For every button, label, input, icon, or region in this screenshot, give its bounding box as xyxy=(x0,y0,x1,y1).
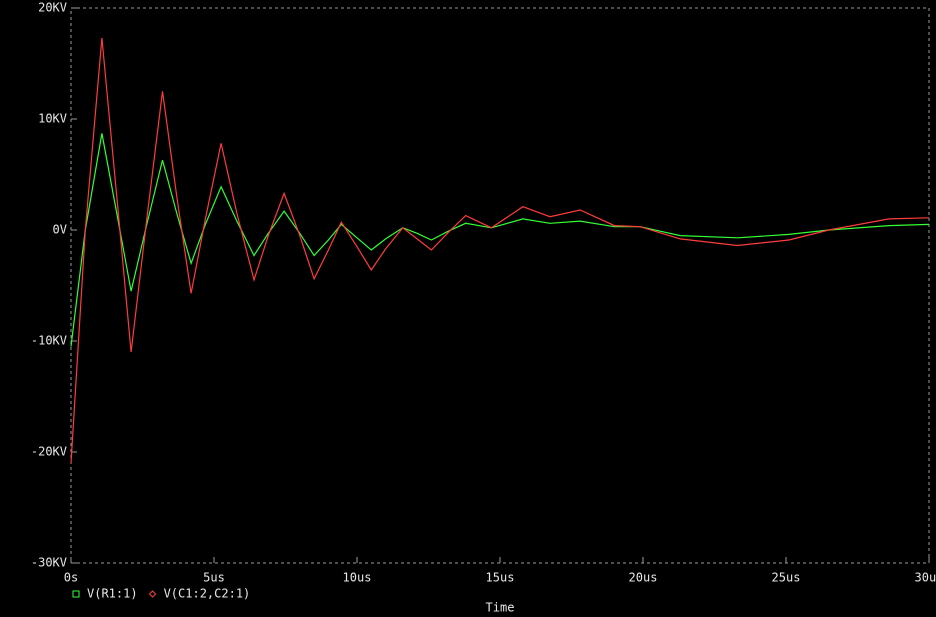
y-tick-label: -10KV xyxy=(31,334,67,348)
y-tick-label: -30KV xyxy=(31,556,67,570)
y-tick-label: 10KV xyxy=(38,112,67,126)
legend-marker xyxy=(72,590,80,598)
series-line xyxy=(70,37,930,464)
legend-marker xyxy=(148,590,157,598)
x-tick-label: 5us xyxy=(203,571,225,585)
x-tick-label: 10us xyxy=(343,571,372,585)
x-tick-label: 25us xyxy=(772,571,801,585)
plot-frame xyxy=(70,7,930,564)
legend-label: V(R1:1) xyxy=(87,587,138,601)
x-axis-label: Time xyxy=(486,601,515,615)
y-tick-label: 0V xyxy=(53,223,67,237)
y-tick-label: -20KV xyxy=(31,445,67,459)
x-tick-label: 0s xyxy=(64,571,78,585)
y-tick-label: 20KV xyxy=(38,1,67,15)
series-line xyxy=(70,133,930,347)
x-tick-label: 20us xyxy=(629,571,658,585)
x-tick-label: 30us xyxy=(915,571,936,585)
legend-label: V(C1:2,C2:1) xyxy=(164,587,251,601)
x-tick-label: 15us xyxy=(486,571,515,585)
